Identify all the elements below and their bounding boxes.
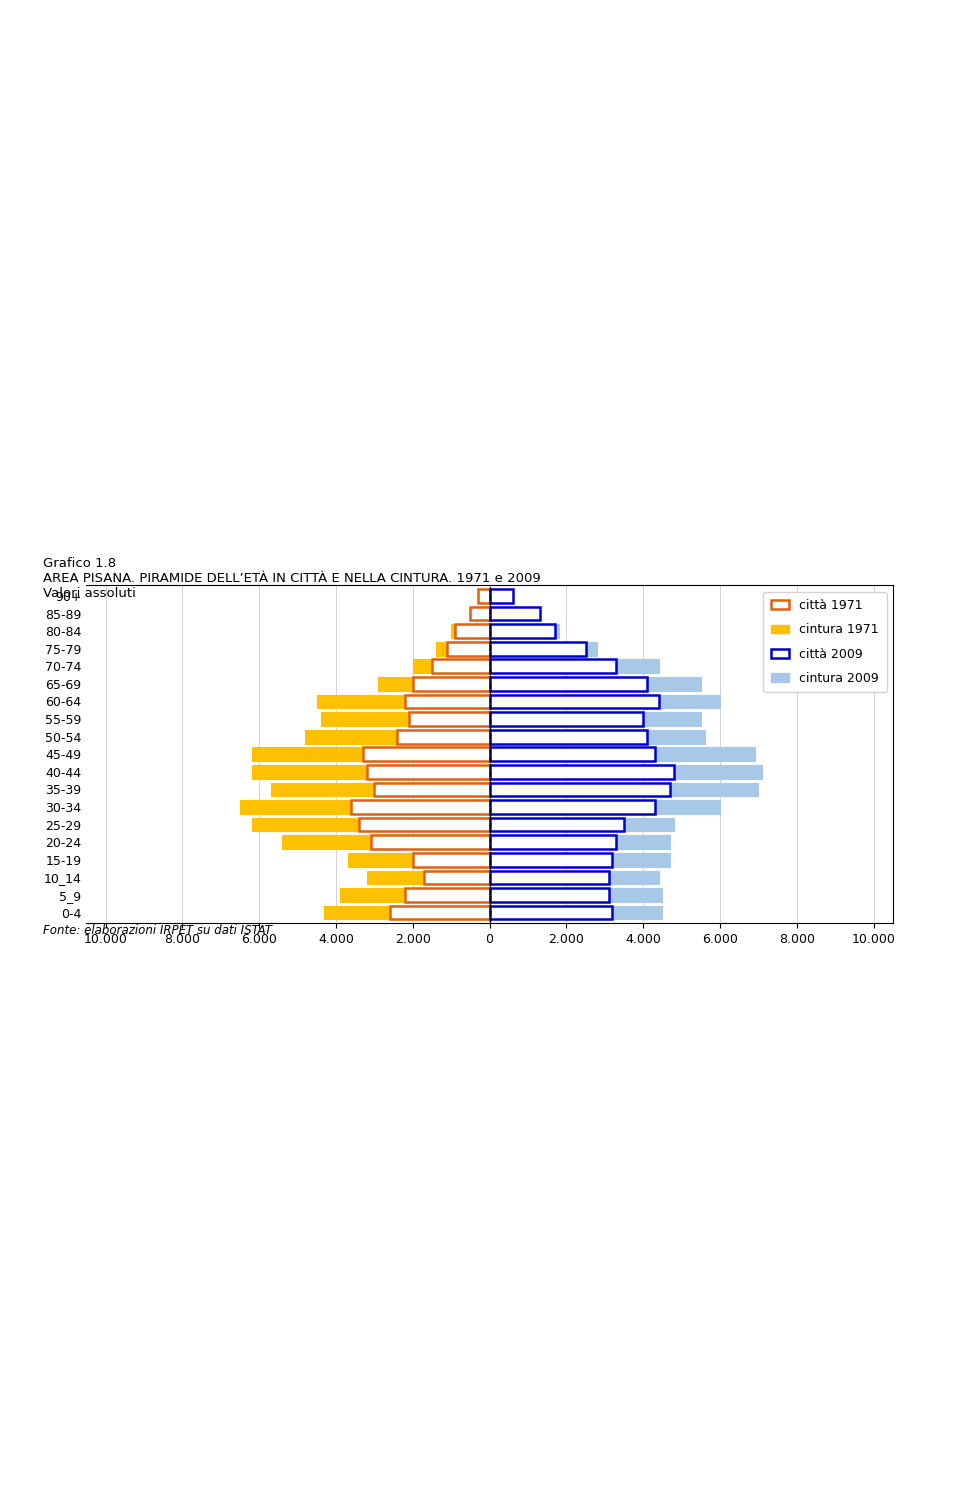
Bar — [490, 588, 513, 603]
Bar — [390, 905, 490, 920]
Bar — [282, 836, 490, 850]
Bar — [455, 624, 490, 638]
Bar — [490, 836, 670, 850]
Bar — [409, 711, 490, 726]
Bar — [305, 729, 490, 743]
Bar — [478, 588, 490, 603]
Bar — [490, 889, 662, 902]
Bar — [490, 818, 674, 832]
Bar — [470, 606, 490, 620]
Bar — [271, 782, 490, 797]
Bar — [490, 729, 647, 743]
Legend: città 1971, cintura 1971, città 2009, cintura 2009: città 1971, cintura 1971, città 2009, ci… — [763, 591, 886, 692]
Bar — [490, 624, 559, 638]
Bar — [363, 747, 490, 761]
Bar — [324, 905, 490, 920]
Bar — [490, 889, 609, 902]
Bar — [447, 642, 490, 656]
Bar — [490, 766, 674, 779]
Bar — [490, 782, 670, 797]
Bar — [490, 905, 612, 920]
Bar — [490, 659, 659, 672]
Bar — [340, 889, 490, 902]
Bar — [490, 853, 612, 866]
Bar — [490, 642, 597, 656]
Bar — [470, 606, 490, 620]
Bar — [490, 588, 513, 603]
Bar — [413, 659, 490, 672]
Bar — [490, 729, 705, 743]
Text: Fonte: elaborazioni IRPET su dati ISTAT: Fonte: elaborazioni IRPET su dati ISTAT — [43, 923, 272, 937]
Bar — [321, 711, 490, 726]
Bar — [490, 871, 659, 884]
Text: Grafico 1.8: Grafico 1.8 — [43, 557, 116, 570]
Bar — [371, 836, 490, 850]
Bar — [490, 695, 659, 708]
Text: Valori assoluti: Valori assoluti — [43, 587, 136, 600]
Bar — [490, 905, 662, 920]
Bar — [490, 677, 701, 690]
Bar — [490, 747, 755, 761]
Bar — [413, 677, 490, 690]
Bar — [490, 659, 616, 672]
Bar — [478, 588, 490, 603]
Bar — [490, 711, 643, 726]
Bar — [490, 606, 536, 620]
Bar — [490, 766, 762, 779]
Bar — [413, 853, 490, 866]
Bar — [424, 871, 490, 884]
Bar — [451, 624, 490, 638]
Bar — [490, 642, 586, 656]
Bar — [490, 624, 555, 638]
Bar — [252, 766, 490, 779]
Bar — [397, 729, 490, 743]
Bar — [359, 818, 490, 832]
Bar — [490, 711, 701, 726]
Bar — [490, 818, 624, 832]
Bar — [490, 677, 647, 690]
Bar — [490, 695, 720, 708]
Bar — [490, 747, 655, 761]
Bar — [490, 871, 609, 884]
Bar — [490, 800, 655, 814]
Bar — [405, 695, 490, 708]
Bar — [317, 695, 490, 708]
Bar — [367, 766, 490, 779]
Bar — [378, 677, 490, 690]
Bar — [240, 800, 490, 814]
Bar — [436, 642, 490, 656]
Bar — [351, 800, 490, 814]
Bar — [490, 853, 670, 866]
Bar — [367, 871, 490, 884]
Bar — [432, 659, 490, 672]
Bar — [252, 818, 490, 832]
Bar — [405, 889, 490, 902]
Bar — [374, 782, 490, 797]
Bar — [252, 747, 490, 761]
Bar — [348, 853, 490, 866]
Bar — [490, 782, 758, 797]
Bar — [490, 836, 616, 850]
Text: AREA PISANA. PIRAMIDE DELL’ETÀ IN CITTÀ E NELLA CINTURA. 1971 e 2009: AREA PISANA. PIRAMIDE DELL’ETÀ IN CITTÀ … — [43, 572, 540, 585]
Bar — [490, 606, 540, 620]
Bar — [490, 800, 720, 814]
